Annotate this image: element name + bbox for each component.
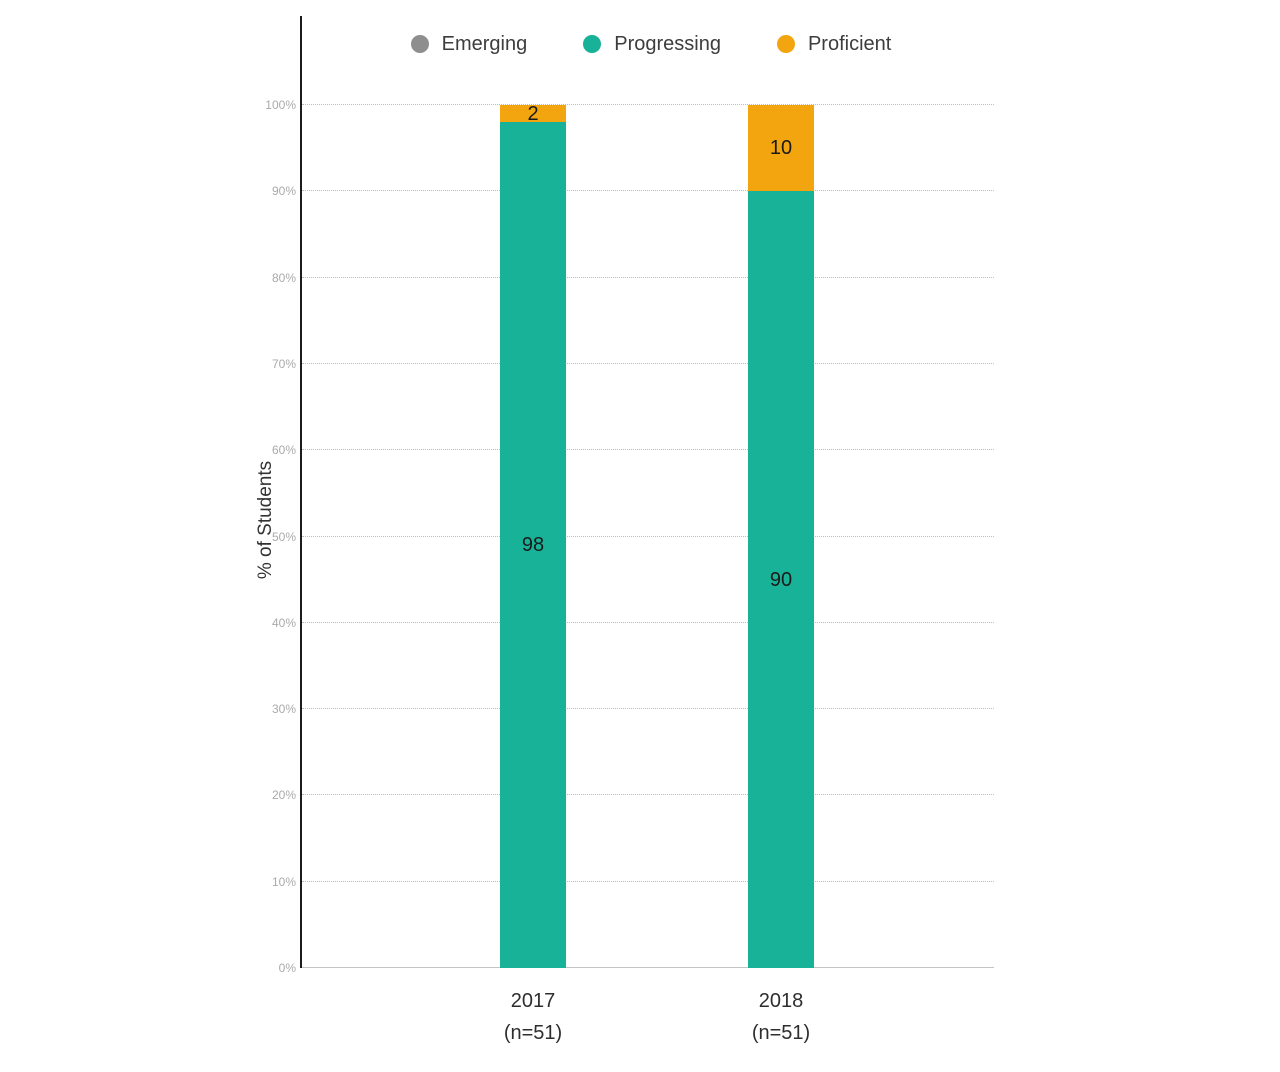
bar-value-label: 10 [769, 137, 793, 160]
bar-value-label: 90 [769, 568, 793, 591]
x-category-label-2018: 2018 [758, 990, 804, 1012]
y-axis-title: % of Students [255, 460, 276, 580]
gridline-80 [302, 276, 994, 278]
x-category-label-2017: 2017 [510, 990, 556, 1012]
gridline-40 [302, 621, 994, 623]
gridline-70 [302, 362, 994, 364]
bar-segment-progressing: 90 [748, 191, 814, 968]
y-tick-label-0: 0% [278, 961, 296, 975]
bar-2017: 98 2 [500, 102, 566, 968]
y-tick-label-50: 50% [271, 529, 296, 544]
y-tick-label-90: 90% [271, 184, 296, 199]
plot-area: 98 2 90 10 [302, 102, 1000, 968]
y-tick-label-10: 10% [271, 874, 296, 889]
bar-value-label: 2 [527, 102, 539, 125]
gridline-10 [302, 880, 994, 882]
y-tick-label-70: 70% [271, 356, 296, 371]
gridline-30 [302, 708, 994, 710]
legend-label: Progressing [614, 32, 721, 55]
x-category-sublabel-2018: (n=51) [751, 1022, 811, 1044]
legend-item-emerging: Emerging [410, 32, 528, 56]
y-axis-line [300, 16, 302, 968]
y-tick-label-100: 100% [265, 98, 296, 112]
gridline-100 [302, 104, 994, 105]
y-tick-label-60: 60% [271, 443, 296, 458]
legend-dot-emerging [410, 35, 429, 53]
y-tick-label-40: 40% [271, 615, 296, 630]
legend: Emerging Progressing Proficient [302, 28, 1000, 60]
legend-label: Proficient [807, 32, 892, 55]
bar-segment-progressing: 98 [500, 122, 566, 968]
x-axis-line [302, 967, 994, 968]
y-tick-label-30: 30% [271, 702, 296, 717]
legend-dot-progressing [583, 35, 602, 53]
legend-item-progressing: Progressing [583, 33, 721, 56]
legend-item-proficient: Proficient [776, 32, 892, 56]
bar-segment-proficient: 10 [748, 105, 814, 192]
bar-2018: 90 10 [748, 105, 814, 968]
gridline-90 [302, 190, 994, 192]
gridline-20 [302, 794, 994, 796]
y-tick-label-80: 80% [271, 270, 296, 285]
gridline-50 [302, 535, 994, 537]
y-tick-label-20: 20% [271, 788, 296, 803]
legend-label: Emerging [441, 32, 528, 55]
x-category-sublabel-2017: (n=51) [503, 1022, 563, 1044]
bar-segment-proficient: 2 [500, 102, 566, 125]
gridline-60 [302, 449, 994, 451]
legend-dot-proficient [776, 35, 795, 53]
bar-value-label: 98 [521, 534, 545, 557]
